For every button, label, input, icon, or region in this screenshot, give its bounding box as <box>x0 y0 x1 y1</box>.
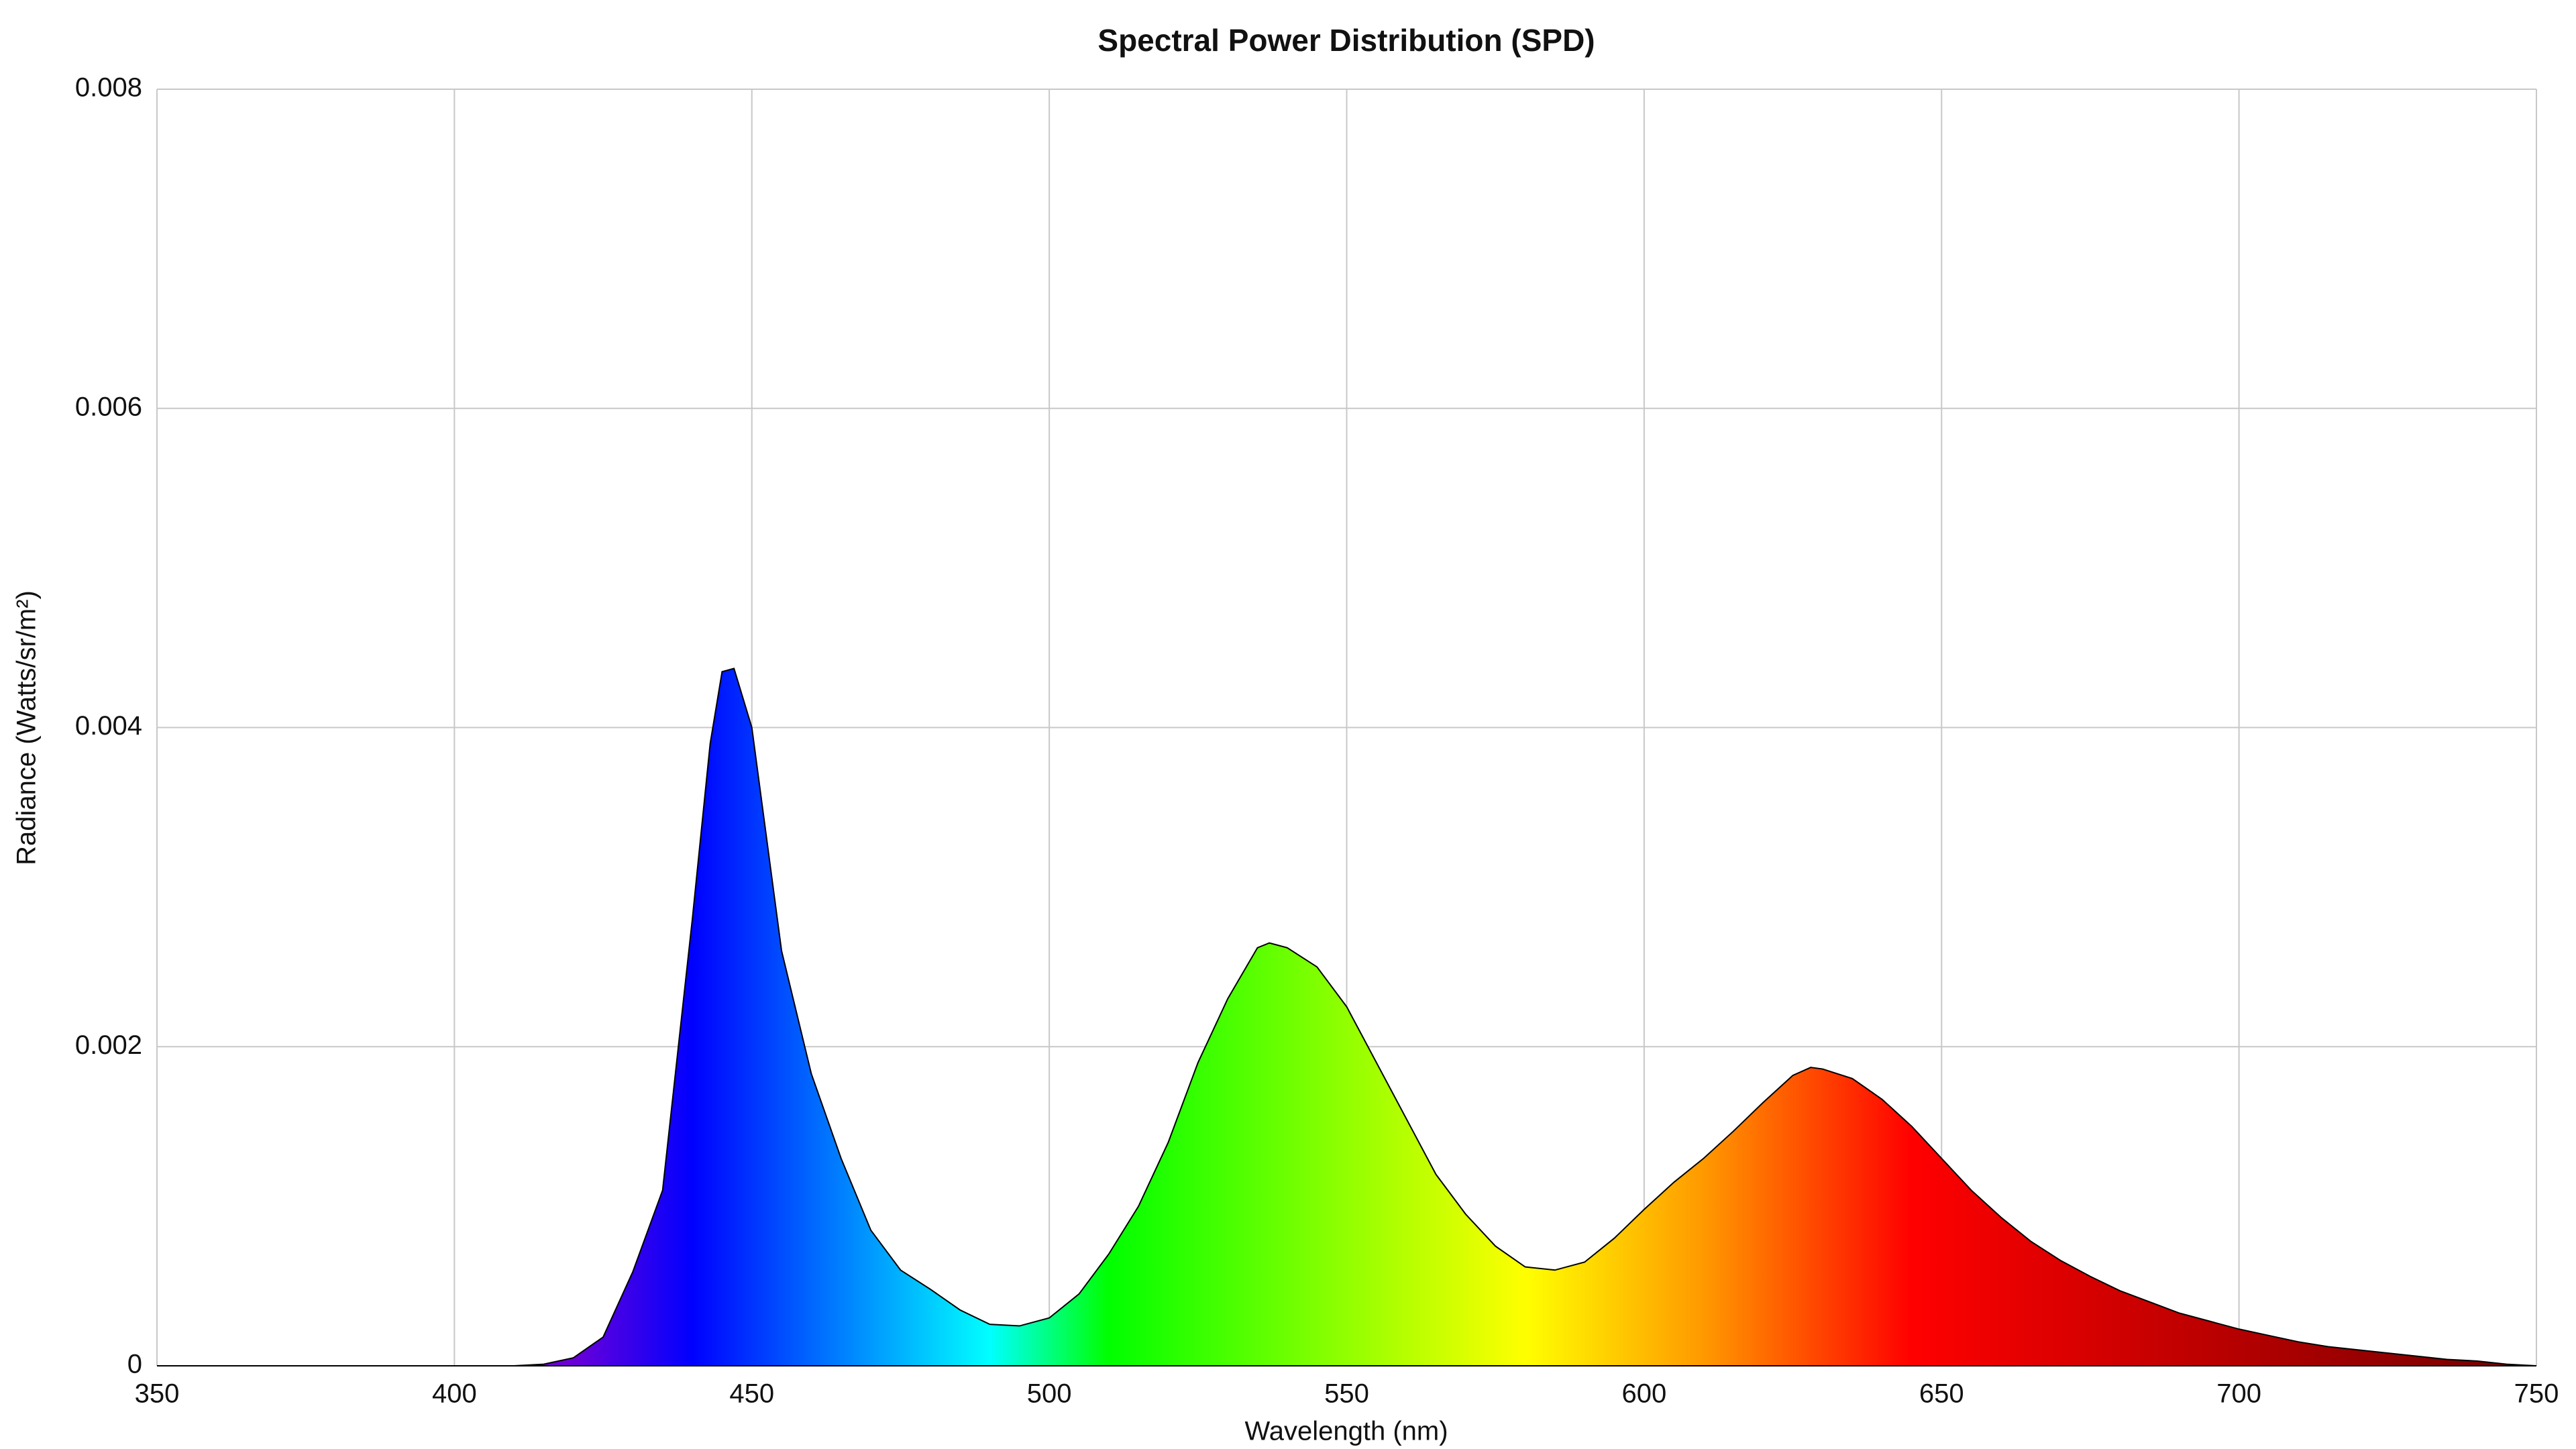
x-tick-label: 450 <box>729 1379 774 1409</box>
spectrum-area <box>157 667 2537 1366</box>
x-tick-label: 600 <box>1622 1379 1667 1409</box>
y-tick-label: 0 <box>127 1350 142 1379</box>
x-tick-label: 700 <box>2216 1379 2261 1409</box>
x-tick-label: 650 <box>1919 1379 1964 1409</box>
x-axis-label: Wavelength (nm) <box>1244 1417 1448 1446</box>
y-tick-label: 0.002 <box>75 1030 142 1060</box>
x-tick-label: 400 <box>432 1379 477 1409</box>
x-tick-label: 750 <box>2514 1379 2559 1409</box>
y-tick-label: 0.008 <box>75 73 142 103</box>
x-tick-label: 550 <box>1324 1379 1369 1409</box>
y-tick-label: 0.006 <box>75 392 142 421</box>
chart-title: Spectral Power Distribution (SPD) <box>1097 23 1595 58</box>
x-tick-label: 500 <box>1027 1379 1072 1409</box>
x-tick-label: 350 <box>135 1379 180 1409</box>
y-axis-label: Radiance (Watts/sr/m²) <box>12 590 42 865</box>
y-tick-label: 0.004 <box>75 711 142 741</box>
